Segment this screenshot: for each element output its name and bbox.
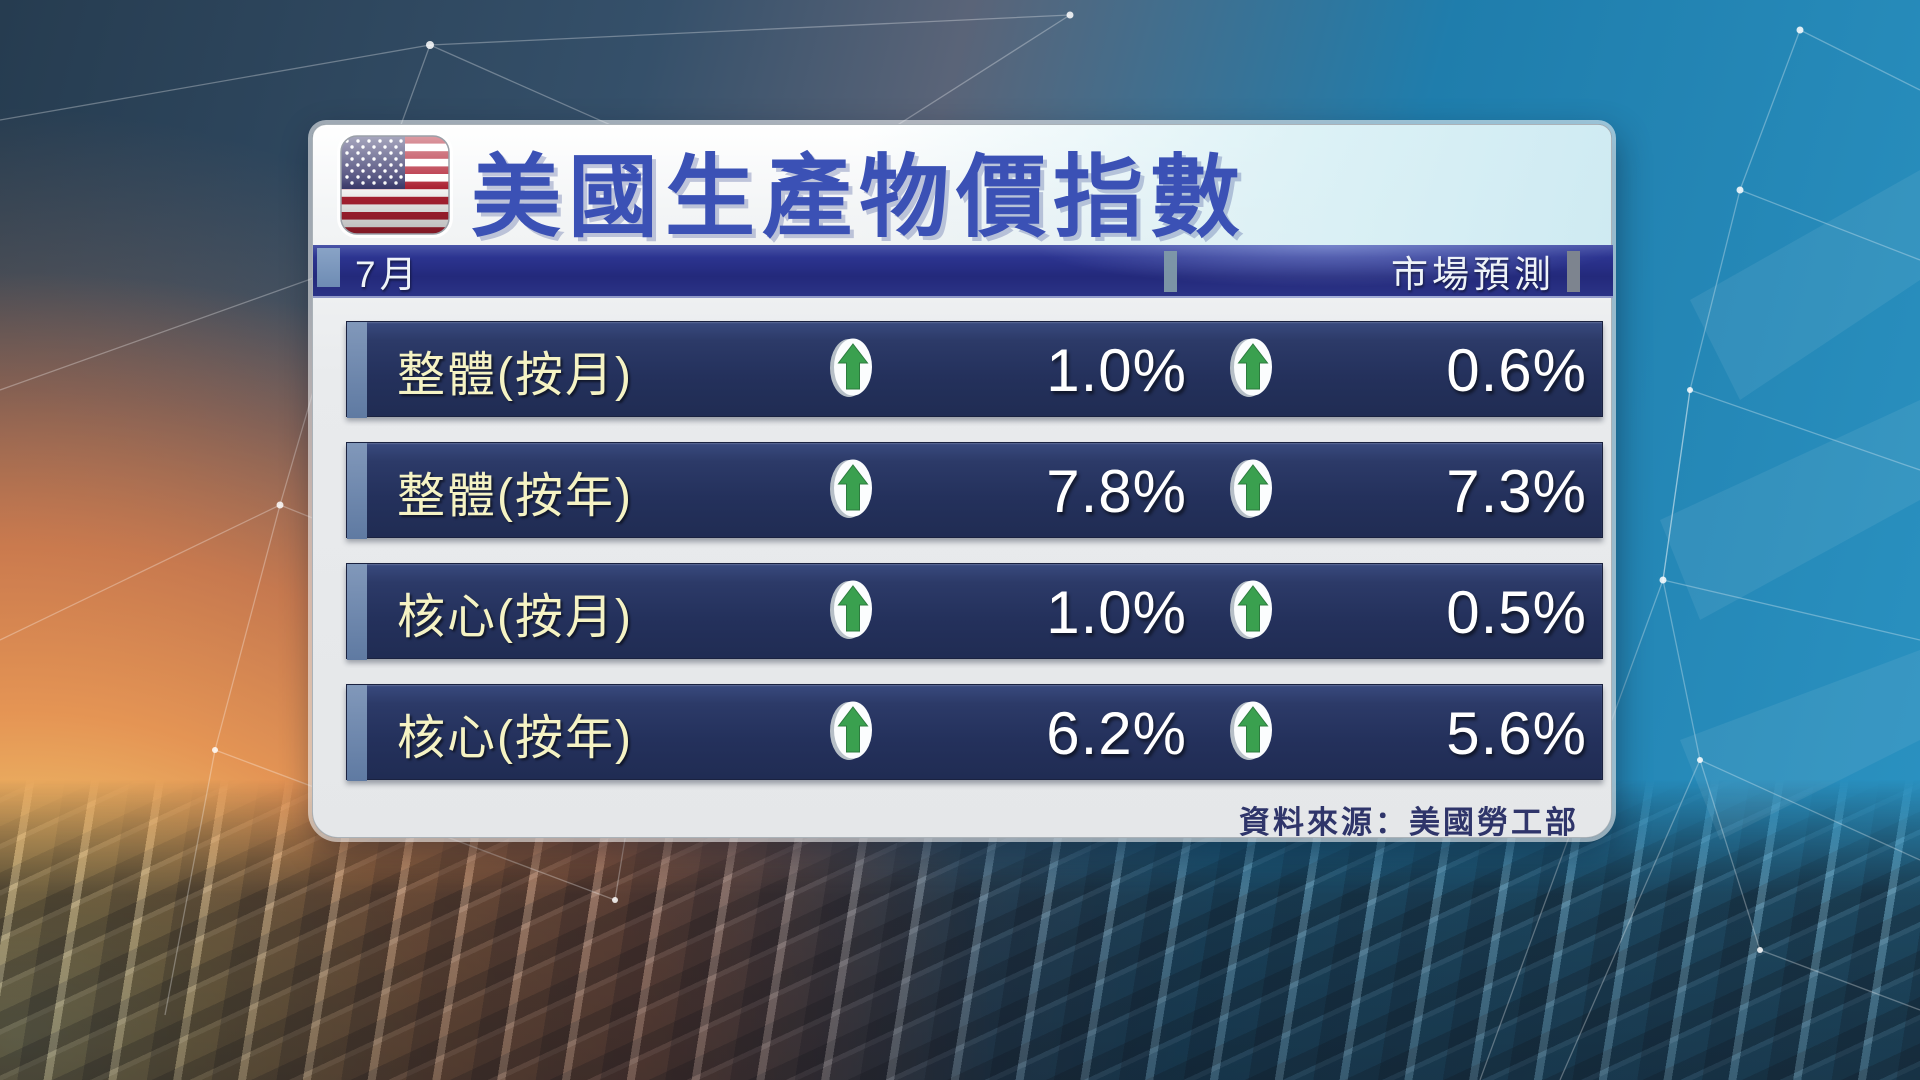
forecast-value: 0.6%	[1446, 336, 1587, 404]
data-source-credit: 資料來源：美國勞工部	[1239, 805, 1579, 840]
period-label: 7月	[355, 253, 421, 295]
row-accent-strip	[347, 685, 367, 781]
column-divider-tick	[1164, 251, 1177, 292]
table-row: 整體(按月) 1.0% 0.6%	[346, 321, 1603, 418]
page-title: 美國生產物價指數	[471, 148, 1247, 248]
up-arrow-icon	[1229, 699, 1275, 768]
row-accent-strip	[347, 322, 367, 418]
forecast-value: 5.6%	[1446, 699, 1587, 767]
forecast-column-label: 市場預測	[1391, 253, 1555, 295]
row-label: 核心(按年)	[397, 712, 633, 765]
card-gloss-band	[313, 125, 1611, 245]
ppi-info-card: 美國生產物價指數 7月 市場預測 整體(按月) 1.0% 0.6%	[312, 124, 1613, 840]
header-left-marker	[317, 248, 340, 287]
up-arrow-icon	[1229, 336, 1275, 405]
up-arrow-icon	[829, 699, 875, 768]
row-accent-strip	[347, 443, 367, 539]
forecast-value: 0.5%	[1446, 578, 1587, 646]
forecast-value: 7.3%	[1446, 457, 1587, 525]
up-arrow-icon	[1229, 578, 1275, 647]
actual-value: 6.2%	[1046, 699, 1187, 767]
table-row: 核心(按月) 1.0% 0.5%	[346, 563, 1603, 660]
row-accent-strip	[347, 564, 367, 660]
table-row: 核心(按年) 6.2% 5.6%	[346, 684, 1603, 781]
actual-value: 7.8%	[1046, 457, 1187, 525]
row-label: 整體(按年)	[397, 470, 633, 523]
row-label: 整體(按月)	[397, 349, 633, 402]
up-arrow-icon	[829, 578, 875, 647]
data-rows: 整體(按月) 1.0% 0.6% 整體(按年) 7.8%	[346, 321, 1603, 805]
up-arrow-icon	[1229, 457, 1275, 526]
row-label: 核心(按月)	[397, 591, 633, 644]
up-arrow-icon	[829, 336, 875, 405]
table-row: 整體(按年) 7.8% 7.3%	[346, 442, 1603, 539]
actual-value: 1.0%	[1046, 578, 1187, 646]
column-divider-tick	[1567, 251, 1580, 292]
actual-value: 1.0%	[1046, 336, 1187, 404]
table-header-bar: 7月 市場預測	[313, 245, 1613, 298]
up-arrow-icon	[829, 457, 875, 526]
us-flag-icon	[337, 132, 453, 238]
title-row: 美國生產物價指數	[313, 125, 1611, 248]
